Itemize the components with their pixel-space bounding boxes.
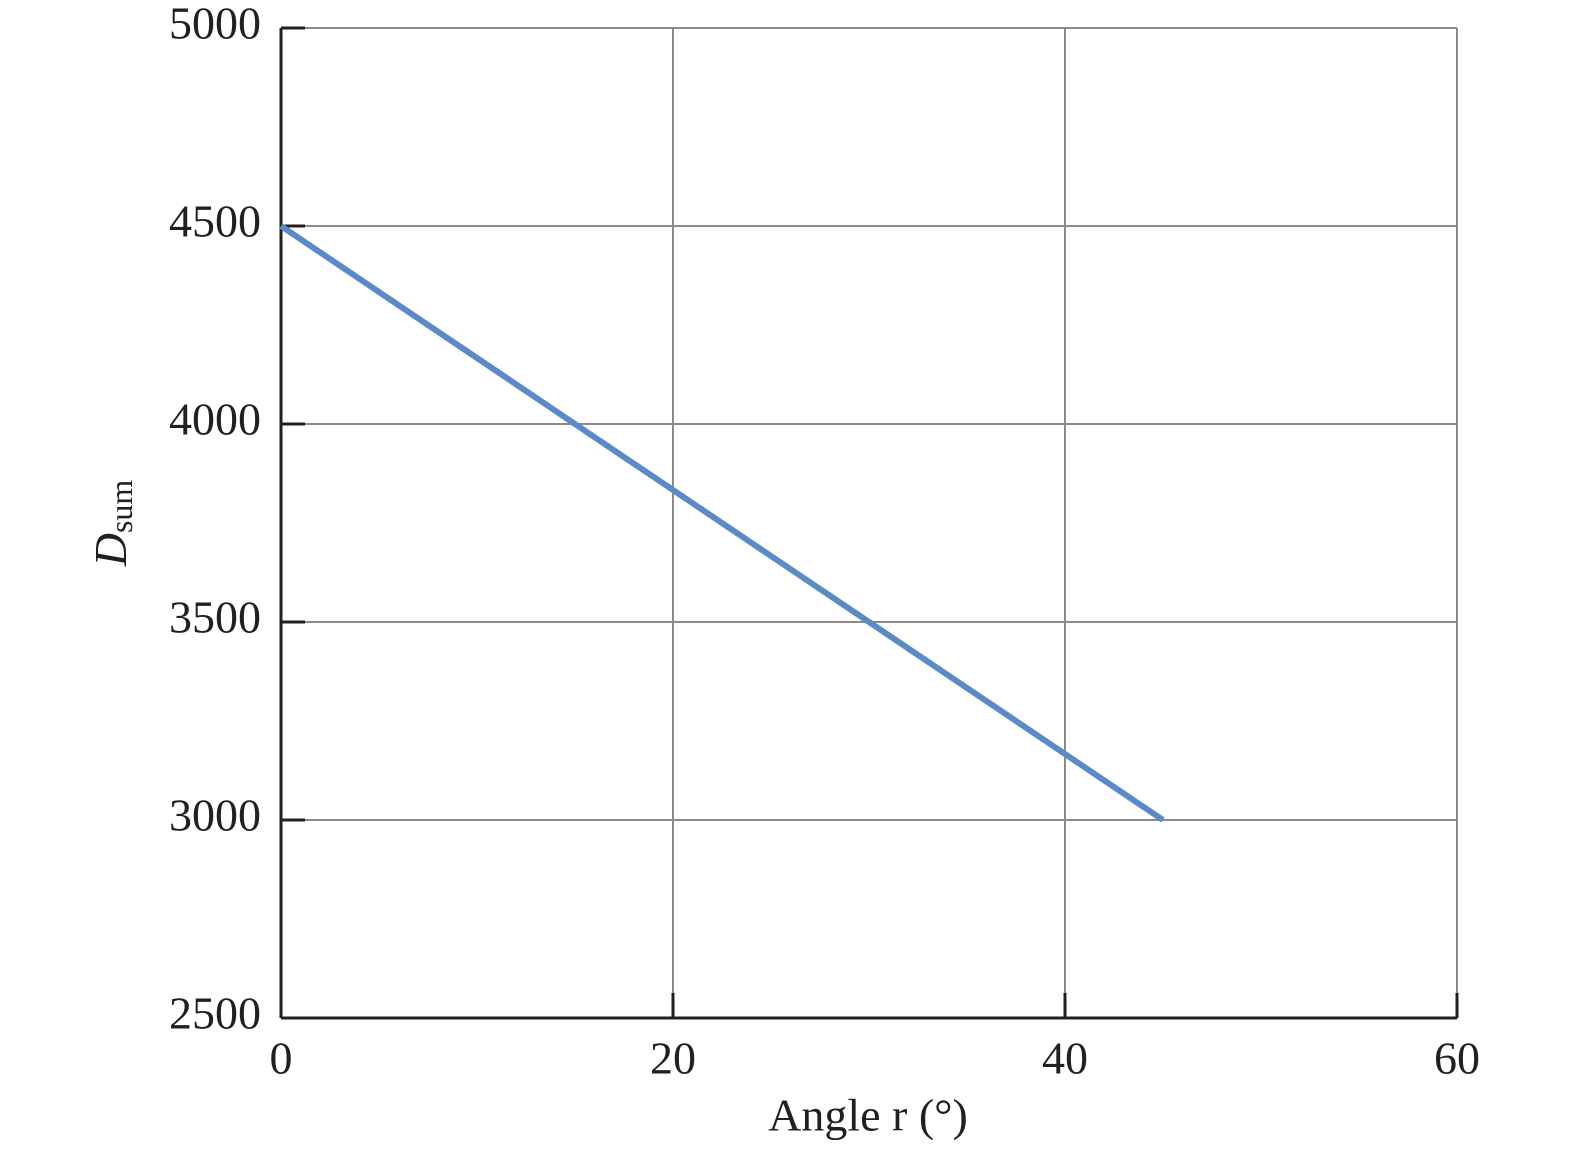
y-tick-label: 3500 <box>169 592 261 643</box>
x-tick-label: 40 <box>1042 1033 1088 1084</box>
y-tick-label: 4500 <box>169 196 261 247</box>
x-tick-label: 0 <box>270 1033 293 1084</box>
x-tick-label: 60 <box>1434 1033 1480 1084</box>
y-tick-label: 3000 <box>169 790 261 841</box>
y-tick-label: 4000 <box>169 394 261 445</box>
y-tick-label: 5000 <box>169 0 261 49</box>
y-tick-label: 2500 <box>169 988 261 1039</box>
y-axis-label-subscript: sum <box>103 480 139 533</box>
x-tick-label: 20 <box>650 1033 696 1084</box>
y-axis-label: Dsum <box>85 480 140 568</box>
y-axis-label-main: D <box>85 533 136 567</box>
x-axis-label: Angle r (°) <box>768 1090 968 1141</box>
data-line <box>279 223 1165 823</box>
